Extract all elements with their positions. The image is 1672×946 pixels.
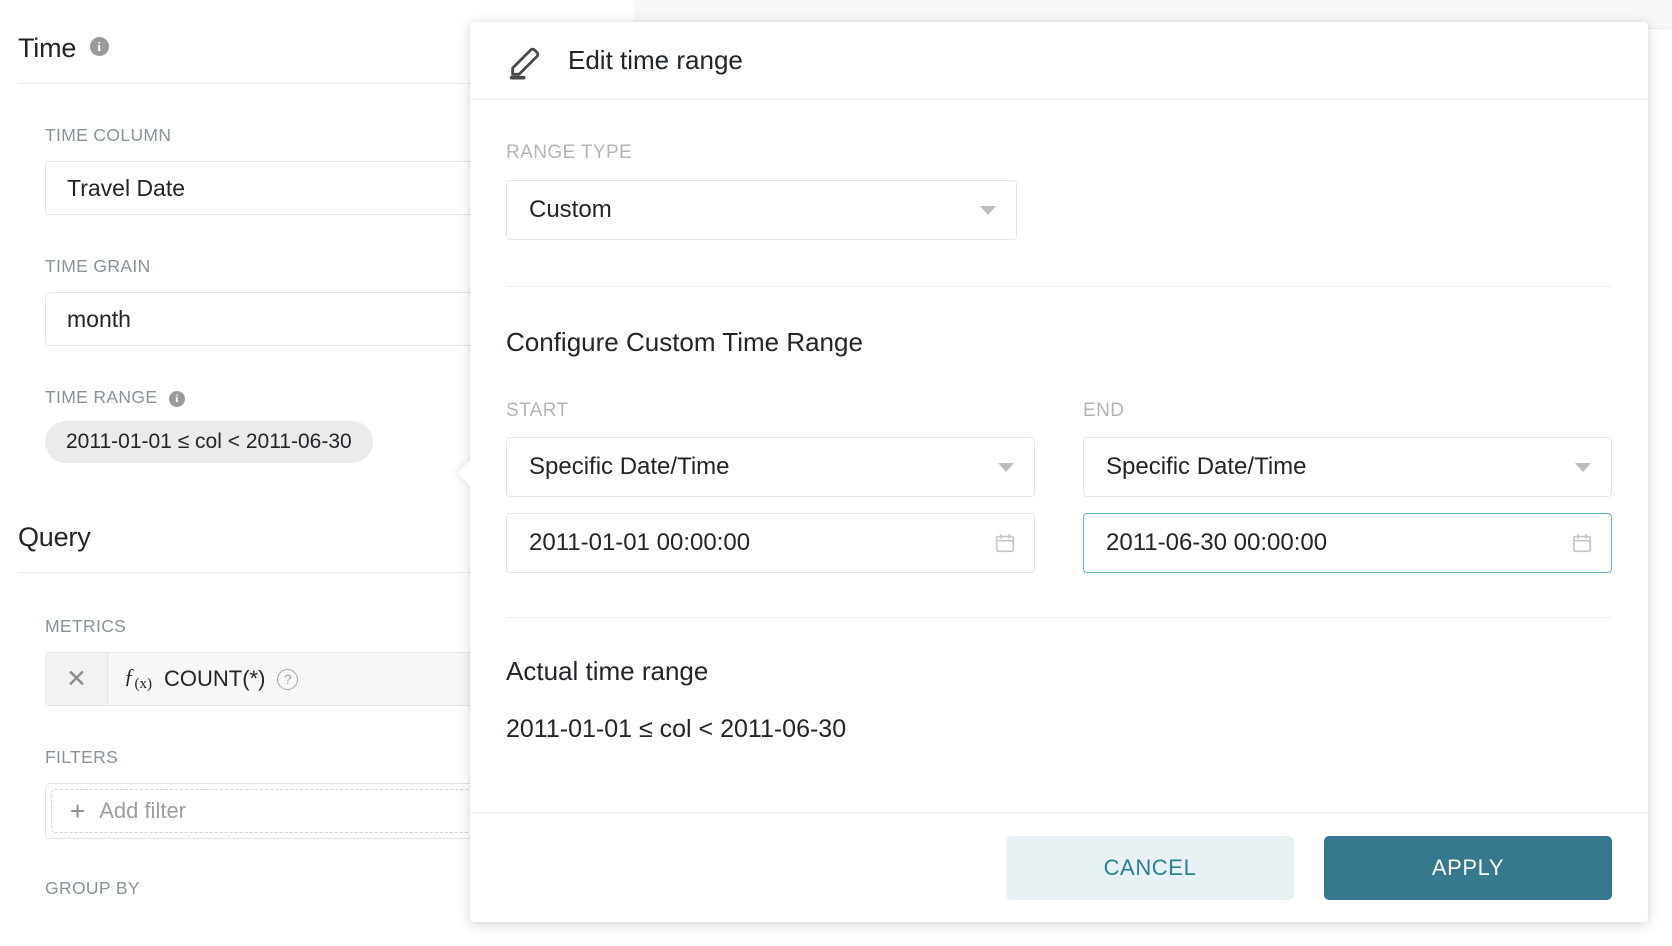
plus-icon: + <box>70 795 86 826</box>
time-grain-label: TIME GRAIN <box>45 256 151 276</box>
chevron-down-icon <box>980 206 996 215</box>
close-icon[interactable]: ✕ <box>46 653 108 705</box>
time-section-header: Time i <box>18 33 109 64</box>
section-rule <box>18 572 614 573</box>
time-range-value: 2011-01-01 ≤ col < 2011-06-30 <box>66 430 352 453</box>
start-end-grid: START Specific Date/Time 2011-01-01 00:0… <box>506 400 1612 573</box>
start-mode-select[interactable]: Specific Date/Time <box>506 437 1035 497</box>
time-section-title: Time <box>18 33 77 63</box>
time-range-pill[interactable]: 2011-01-01 ≤ col < 2011-06-30 <box>45 421 373 463</box>
start-mode-value: Specific Date/Time <box>529 453 730 480</box>
time-range-label: TIME RANGE <box>45 387 158 407</box>
end-mode-value: Specific Date/Time <box>1106 453 1307 480</box>
actual-range-value: 2011-01-01 ≤ col < 2011-06-30 <box>506 715 847 743</box>
time-column-label: TIME COLUMN <box>45 125 172 145</box>
calendar-icon[interactable] <box>994 532 1016 561</box>
configure-heading: Configure Custom Time Range <box>506 327 863 357</box>
chevron-down-icon <box>1575 463 1591 472</box>
range-type-label: RANGE TYPE <box>506 142 633 163</box>
end-column: END Specific Date/Time 2011-06-30 00:00:… <box>1083 400 1612 573</box>
start-datetime-input[interactable]: 2011-01-01 00:00:00 <box>506 513 1035 573</box>
info-icon[interactable]: i <box>168 391 185 407</box>
popover-footer: CANCEL APPLY <box>470 812 1648 922</box>
end-datetime-input[interactable]: 2011-06-30 00:00:00 <box>1083 513 1612 573</box>
section-divider <box>506 286 1612 287</box>
query-section-title: Query <box>18 522 91 552</box>
time-column-value: Travel Date <box>67 174 186 201</box>
question-icon[interactable]: ? <box>277 668 299 690</box>
popover-title: Edit time range <box>568 45 743 75</box>
start-column: START Specific Date/Time 2011-01-01 00:0… <box>506 400 1035 573</box>
cancel-button[interactable]: CANCEL <box>1006 835 1294 900</box>
metrics-label: METRICS <box>45 616 127 636</box>
pencil-icon <box>506 41 546 81</box>
time-range-label-row: TIME RANGE i <box>45 387 185 408</box>
start-datetime-value: 2011-01-01 00:00:00 <box>529 529 751 556</box>
end-datetime-value: 2011-06-30 00:00:00 <box>1106 529 1328 556</box>
function-icon: ƒ(x) <box>124 664 152 693</box>
start-label: START <box>506 400 569 421</box>
edit-time-range-popover: Edit time range RANGE TYPE Custom Config… <box>457 22 1648 922</box>
info-icon[interactable]: i <box>89 37 109 56</box>
popover-header: Edit time range <box>470 22 1648 100</box>
end-mode-select[interactable]: Specific Date/Time <box>1083 437 1612 497</box>
apply-button[interactable]: APPLY <box>1324 835 1612 900</box>
group-by-label: GROUP BY <box>45 878 140 898</box>
range-type-value: Custom <box>529 196 612 223</box>
actual-range-title: Actual time range <box>506 656 709 686</box>
end-label: END <box>1083 400 1125 421</box>
section-rule <box>18 83 614 84</box>
section-divider <box>506 617 1612 618</box>
filters-label: FILTERS <box>45 747 119 767</box>
range-type-select[interactable]: Custom <box>506 180 1017 240</box>
calendar-icon[interactable] <box>1571 532 1593 561</box>
add-filter-label: Add filter <box>99 798 187 823</box>
metric-value: COUNT(*) <box>164 666 266 691</box>
chevron-down-icon <box>998 463 1014 472</box>
time-grain-value: month <box>67 305 131 332</box>
popover-body: RANGE TYPE Custom Configure Custom Time … <box>470 100 1648 812</box>
